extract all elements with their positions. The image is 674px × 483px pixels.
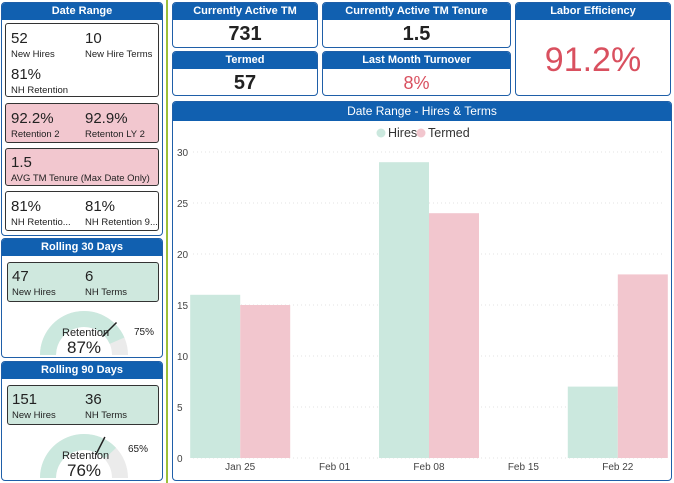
rolling-90-gauge xyxy=(40,434,128,478)
new-hires-card[interactable]: 52 New Hires 10 New Hire Terms 81% NH Re… xyxy=(5,23,159,97)
rolling-90-gauge-target-marker xyxy=(95,436,106,456)
bar-termed-feb-22[interactable] xyxy=(617,274,668,458)
rolling-90-new-hires-label: New Hires xyxy=(12,410,56,421)
avg-tenure-value: 1.5 xyxy=(11,154,32,171)
kpi-active-tenure-value: 1.5 xyxy=(402,23,431,45)
rolling-90-new-hires-value: 151 xyxy=(12,391,38,408)
rolling-90-nh-terms-value: 36 xyxy=(85,391,102,408)
rolling-30-gauge-target-marker xyxy=(101,321,118,338)
bar-termed-feb-08[interactable] xyxy=(429,213,479,458)
bar-hires-jan-25[interactable] xyxy=(190,294,241,458)
avg-tenure-label: AVG TM Tenure (Max Date Only) xyxy=(11,173,150,184)
rolling-30-gauge-target: 75% xyxy=(134,327,155,338)
nh-retention-card[interactable]: 81% NH Retentio... 81% NH Retention 9... xyxy=(5,191,159,231)
new-hire-terms-value: 10 xyxy=(85,30,102,47)
kpi-active-tm-title: Currently Active TM xyxy=(173,3,317,20)
x-tick-jan-25: Jan 25 xyxy=(225,462,255,473)
bar-termed-jan-25[interactable] xyxy=(240,305,291,458)
retention2-value: 92.2% xyxy=(11,110,54,127)
nh-retention-label: NH Retention xyxy=(11,85,69,96)
kpi-last-month-turnover[interactable]: Last Month Turnover 8% xyxy=(322,51,511,96)
hires-terms-chart: Hires Termed 0 5 10 15 20 25 30 Jan 25 Feb 01 Feb 0… xyxy=(177,126,668,473)
legend-termed-swatch xyxy=(416,128,426,138)
kpi-labor-efficiency[interactable]: Labor Efficiency 91.2% xyxy=(515,2,671,96)
x-tick-feb-15: Feb 15 xyxy=(508,462,540,473)
rolling-30-title: Rolling 30 Days xyxy=(2,239,162,256)
y-tick-30: 30 xyxy=(177,148,189,159)
y-tick-25: 25 xyxy=(177,199,189,210)
rolling-30-gauge-fill xyxy=(40,311,125,355)
rolling-30-gauge-value: 87% xyxy=(67,338,102,357)
y-tick-15: 15 xyxy=(177,301,189,312)
rolling-30-panel: Rolling 30 Days 47 New Hires 6 NH Terms … xyxy=(1,238,163,358)
kpi-active-tenure[interactable]: Currently Active TM Tenure 1.5 xyxy=(322,2,511,48)
date-range-panel: Date Range 52 New Hires 10 New Hire Term… xyxy=(1,2,163,236)
y-tick-10: 10 xyxy=(177,352,189,363)
rolling-90-gauge-value: 76% xyxy=(67,461,102,480)
bar-hires-feb-08[interactable] xyxy=(379,162,429,458)
y-tick-5: 5 xyxy=(177,403,183,414)
kpi-active-tm[interactable]: Currently Active TM 731 xyxy=(172,2,318,48)
kpi-last-month-turnover-title: Last Month Turnover xyxy=(323,52,510,69)
rolling-30-gauge-label: Retention xyxy=(62,327,110,339)
kpi-termed-title: Termed xyxy=(173,52,317,69)
x-tick-feb-08: Feb 08 xyxy=(413,462,445,473)
rolling-30-card[interactable]: 47 New Hires 6 NH Terms xyxy=(7,262,159,302)
nh-retention-b-value: 81% xyxy=(85,198,116,215)
legend-hires-swatch xyxy=(376,128,386,138)
rolling-30-gauge xyxy=(40,311,128,355)
rolling-30-nh-terms-value: 6 xyxy=(85,268,94,285)
y-tick-0: 0 xyxy=(177,454,183,465)
rolling-30-nh-terms-label: NH Terms xyxy=(85,287,128,298)
rolling-90-nh-terms-label: NH Terms xyxy=(85,410,128,421)
rolling-30-new-hires-label: New Hires xyxy=(12,287,56,298)
kpi-termed-value: 57 xyxy=(233,72,257,94)
rolling-90-title: Rolling 90 Days xyxy=(2,362,162,379)
kpi-last-month-turnover-value: 8% xyxy=(403,73,430,93)
nh-retention-a-label: NH Retentio... xyxy=(11,217,71,228)
kpi-active-tenure-title: Currently Active TM Tenure xyxy=(323,3,510,20)
retention2-label: Retention 2 xyxy=(11,129,60,140)
new-hire-terms-label: New Hire Terms xyxy=(85,49,153,60)
rolling-90-gauge-label: Retention xyxy=(62,450,110,462)
new-hires-value: 52 xyxy=(11,30,28,47)
rolling-90-gauge-target: 65% xyxy=(128,444,149,455)
x-tick-feb-22: Feb 22 xyxy=(602,462,634,473)
retention-ly2-value: 92.9% xyxy=(85,110,128,127)
divider xyxy=(166,0,168,483)
hires-terms-chart-panel: Date Range - Hires & Terms Hires Termed 0 5… xyxy=(172,101,672,481)
x-tick-feb-01: Feb 01 xyxy=(319,462,351,473)
bar-hires-feb-22[interactable] xyxy=(567,386,618,458)
kpi-termed[interactable]: Termed 57 xyxy=(172,51,318,96)
avg-tenure-card[interactable]: 1.5 AVG TM Tenure (Max Date Only) xyxy=(5,148,159,186)
y-tick-20: 20 xyxy=(177,250,189,261)
rolling-90-card[interactable]: 151 New Hires 36 NH Terms xyxy=(7,385,159,425)
legend-hires-label: Hires xyxy=(388,126,417,140)
kpi-labor-efficiency-value: 91.2% xyxy=(544,41,642,79)
nh-retention-value: 81% xyxy=(11,66,42,83)
retention-card[interactable]: 92.2% Retention 2 92.9% Retenton LY 2 xyxy=(5,103,159,143)
nh-retention-a-value: 81% xyxy=(11,198,42,215)
rolling-90-panel: Rolling 90 Days 151 New Hires 36 NH Term… xyxy=(1,361,163,481)
date-range-title: Date Range xyxy=(2,3,162,20)
rolling-90-gauge-fill xyxy=(40,434,117,478)
rolling-30-new-hires-value: 47 xyxy=(12,268,29,285)
legend-termed-label: Termed xyxy=(428,126,470,140)
retention-ly2-label: Retenton LY 2 xyxy=(85,129,145,140)
nh-retention-b-label: NH Retention 9... xyxy=(85,217,158,228)
kpi-labor-efficiency-title: Labor Efficiency xyxy=(516,3,670,20)
chart-title: Date Range - Hires & Terms xyxy=(173,102,671,121)
kpi-active-tm-value: 731 xyxy=(228,23,262,45)
new-hires-label: New Hires xyxy=(11,49,55,60)
chart-legend: Hires Termed xyxy=(376,126,470,140)
